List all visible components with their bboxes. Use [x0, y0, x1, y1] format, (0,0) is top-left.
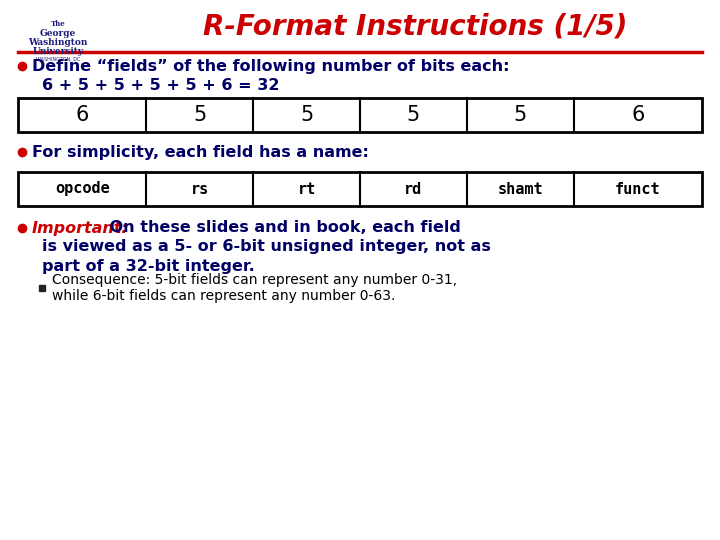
Text: WASHINGTON, DC: WASHINGTON, DC [36, 57, 80, 62]
Text: rd: rd [405, 181, 423, 197]
Text: 6 + 5 + 5 + 5 + 5 + 6 = 32: 6 + 5 + 5 + 5 + 5 + 6 = 32 [42, 78, 279, 92]
Text: Important:: Important: [32, 220, 129, 235]
Bar [18, 98, 702, 132]
Text: George: George [40, 29, 76, 38]
Text: is viewed as a 5- or 6-bit unsigned integer, not as: is viewed as a 5- or 6-bit unsigned inte… [42, 240, 491, 254]
Text: while 6-bit fields can represent any number 0-63.: while 6-bit fields can represent any num… [52, 289, 395, 303]
Text: funct: funct [615, 181, 661, 197]
Text: Washington: Washington [28, 38, 88, 47]
Text: rt: rt [297, 181, 315, 197]
Text: University: University [32, 47, 84, 56]
Text: The: The [50, 20, 66, 28]
Text: shamt: shamt [498, 181, 543, 197]
Text: For simplicity, each field has a name:: For simplicity, each field has a name: [32, 145, 369, 159]
Text: 5: 5 [193, 105, 207, 125]
Text: rs: rs [191, 181, 209, 197]
Text: R-Format Instructions (1/5): R-Format Instructions (1/5) [203, 13, 627, 41]
Bar [18, 172, 702, 206]
Text: 5: 5 [407, 105, 420, 125]
Text: Consequence: 5-bit fields can represent any number 0-31,: Consequence: 5-bit fields can represent … [52, 273, 457, 287]
Text: 6: 6 [631, 105, 644, 125]
Text: Define “fields” of the following number of bits each:: Define “fields” of the following number … [32, 58, 510, 73]
Text: part of a 32-bit integer.: part of a 32-bit integer. [42, 259, 255, 273]
Text: 5: 5 [513, 105, 527, 125]
Text: On these slides and in book, each field: On these slides and in book, each field [104, 220, 461, 235]
Text: opcode: opcode [55, 181, 109, 197]
Text: 5: 5 [300, 105, 313, 125]
Text: 6: 6 [76, 105, 89, 125]
